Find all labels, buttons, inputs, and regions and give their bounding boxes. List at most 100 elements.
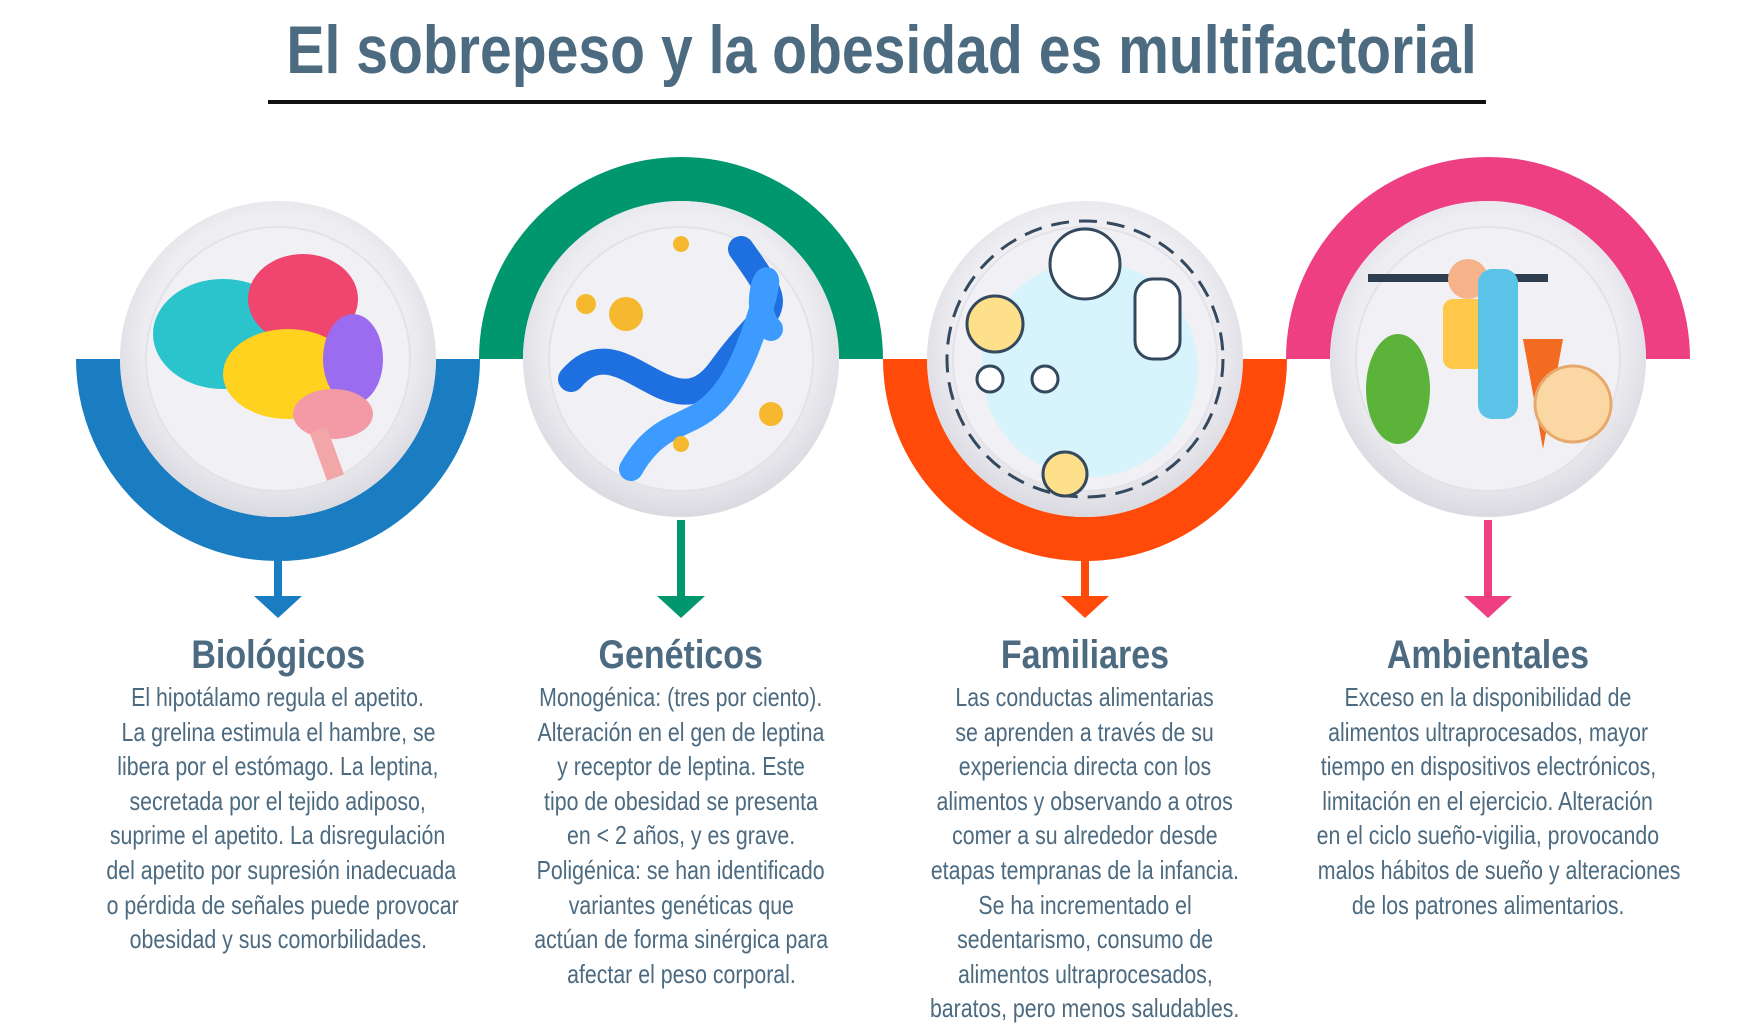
family-behavior-icon bbox=[945, 219, 1225, 499]
description-line: alimentos ultraprocesados, bbox=[875, 957, 1295, 992]
description-line-text: alimentos ultraprocesados, bbox=[957, 958, 1213, 989]
description-line-text: alimentos y observando a otros bbox=[936, 785, 1234, 816]
molecule-dot bbox=[673, 436, 689, 452]
description-line: Monogénica: (tres por ciento). bbox=[471, 680, 891, 715]
description-line-text: alimentos ultraprocesados, mayor bbox=[1328, 716, 1648, 747]
description-line: actúan de forma sinérgica para bbox=[471, 922, 891, 957]
description-line: Exceso en la disponibilidad de bbox=[1278, 680, 1698, 715]
semicircle-arc bbox=[76, 358, 480, 561]
dna-strand bbox=[619, 267, 783, 481]
description-line-text: del apetito por supresión inadecuada bbox=[106, 854, 457, 885]
factor-geneticos: Genéticos Monogénica: (tres por ciento). A… bbox=[471, 632, 891, 991]
semicircle-arc bbox=[883, 358, 1287, 561]
description-line: se aprenden a través de su bbox=[875, 715, 1295, 750]
description-line-text: El hipotálamo regula el apetito. bbox=[131, 682, 425, 712]
arrow-head-icon bbox=[254, 596, 302, 618]
description-line: variantes genéticas que bbox=[471, 888, 891, 923]
factor-heading-text: Familiares bbox=[1000, 633, 1170, 677]
description-line: o pérdida de señales puede provocar bbox=[68, 888, 488, 923]
description-line-text: La grelina estimula el hambre, se bbox=[120, 716, 436, 747]
factor-heading-text: Genéticos bbox=[598, 633, 764, 677]
description-line: en el ciclo sueño-vigilia, provocando bbox=[1278, 818, 1698, 853]
description-line-text: Exceso en la disponibilidad de bbox=[1344, 682, 1632, 712]
description-line-text: de los patrones alimentarios. bbox=[1351, 889, 1625, 920]
child-head bbox=[975, 364, 1005, 394]
factor-heading: Ambientales bbox=[1278, 632, 1698, 678]
factor-graphic-ambientales bbox=[1286, 157, 1690, 618]
description-line: alimentos ultraprocesados, mayor bbox=[1278, 715, 1698, 750]
description-line-text: o pérdida de señales puede provocar bbox=[106, 889, 459, 920]
title-underline bbox=[268, 100, 1486, 104]
cross-circle-icon bbox=[1041, 450, 1089, 498]
description-line-text: Las conductas alimentarias bbox=[955, 682, 1215, 712]
description-line: afectar el peso corporal. bbox=[471, 957, 891, 992]
dna-icon bbox=[558, 236, 783, 481]
avocado-icon bbox=[1366, 334, 1430, 444]
description-line-text: comer a su alrededor desde bbox=[952, 820, 1218, 851]
arrow-stem bbox=[274, 560, 282, 600]
brain-lobe bbox=[293, 389, 373, 439]
description-line: Se ha incrementado el bbox=[875, 888, 1295, 923]
description-line: sedentarismo, consumo de bbox=[875, 922, 1295, 957]
description-line-text: baratos, pero menos saludables. bbox=[930, 993, 1240, 1024]
factor-description: El hipotálamo regula el apetito. La greli… bbox=[68, 680, 488, 957]
description-line-text: afectar el peso corporal. bbox=[566, 958, 796, 989]
description-line-text: tipo de obesidad se presenta bbox=[544, 785, 818, 816]
arrow-head-icon bbox=[657, 596, 705, 618]
description-line-text: limitación en el ejercicio. Alteración bbox=[1322, 785, 1654, 816]
description-line-text: libera por el estómago. La leptina, bbox=[117, 751, 439, 782]
factor-heading: Familiares bbox=[875, 632, 1295, 678]
description-line-text: Monogénica: (tres por ciento). bbox=[539, 682, 823, 712]
arrow-stem bbox=[1484, 520, 1492, 600]
description-line: experiencia directa con los bbox=[875, 749, 1295, 784]
semicircle-arc bbox=[1286, 157, 1690, 360]
molecule-dot bbox=[576, 294, 596, 314]
description-line: tiempo en dispositivos electrónicos, bbox=[1278, 749, 1698, 784]
description-line-text: Se ha incrementado el bbox=[978, 889, 1192, 920]
bottle-icon bbox=[1478, 269, 1518, 419]
molecule-dot bbox=[759, 402, 783, 426]
description-line-text: obesidad y sus comorbilidades. bbox=[129, 924, 427, 955]
description-line: El hipotálamo regula el apetito. bbox=[68, 680, 488, 715]
exercise-food-icon bbox=[1366, 259, 1613, 449]
arrow-head-icon bbox=[1464, 596, 1512, 618]
description-line: del apetito por supresión inadecuada bbox=[68, 853, 488, 888]
description-line: La grelina estimula el hambre, se bbox=[68, 715, 488, 750]
description-line-text: sedentarismo, consumo de bbox=[957, 924, 1213, 955]
description-line-text: etapas tempranas de la infancia. bbox=[930, 854, 1240, 885]
dashed-ring bbox=[945, 219, 1225, 499]
description-line-text: malos hábitos de sueño y alteraciones bbox=[1317, 854, 1681, 885]
factor-graphic-familiares bbox=[883, 201, 1287, 618]
brain-stem bbox=[309, 427, 345, 481]
factor-heading-text: Ambientales bbox=[1386, 633, 1590, 677]
molecule-dot bbox=[609, 297, 643, 331]
factor-graphic-geneticos bbox=[479, 157, 883, 618]
brain-lobe bbox=[248, 254, 358, 344]
description-line-text: suprime el apetito. La disregulación bbox=[110, 820, 446, 851]
description-line-text: Alteración en el gen de leptina bbox=[537, 716, 825, 747]
arrow-stem bbox=[1081, 560, 1089, 600]
description-line-text: en < 2 años, y es grave. bbox=[566, 820, 796, 851]
onion-icon bbox=[1533, 364, 1613, 444]
factor-familiares: Familiares Las conductas alimentarias se a… bbox=[875, 632, 1295, 1026]
factor-heading: Genéticos bbox=[471, 632, 891, 678]
description-line-text: secretada por el tejido adiposo, bbox=[129, 785, 427, 816]
description-line-text: Poligénica: se han identificado bbox=[536, 854, 826, 885]
description-line: etapas tempranas de la infancia. bbox=[875, 853, 1295, 888]
page-title: El sobrepeso y la obesidad es multifacto… bbox=[286, 12, 1477, 88]
description-line: alimentos y observando a otros bbox=[875, 784, 1295, 819]
factor-description: Exceso en la disponibilidad de alimentos … bbox=[1278, 680, 1698, 922]
factor-description: Monogénica: (tres por ciento). Alteración… bbox=[471, 680, 891, 991]
stop-hand-icon bbox=[1133, 277, 1182, 361]
description-line: tipo de obesidad se presenta bbox=[471, 784, 891, 819]
factor-biologicos: Biológicos El hipotálamo regula el apetit… bbox=[68, 632, 488, 957]
description-line-text: variantes genéticas que bbox=[568, 889, 794, 920]
description-line: Poligénica: se han identificado bbox=[471, 853, 891, 888]
description-line: y receptor de leptina. Este bbox=[471, 749, 891, 784]
description-line-text: tiempo en dispositivos electrónicos, bbox=[1320, 751, 1656, 782]
description-line: Alteración en el gen de leptina bbox=[471, 715, 891, 750]
factor-graphic-biologicos bbox=[76, 201, 480, 618]
description-line-text: experiencia directa con los bbox=[958, 751, 1212, 782]
description-line: baratos, pero menos saludables. bbox=[875, 991, 1295, 1026]
factor-ambientales: Ambientales Exceso en la disponibilidad d… bbox=[1278, 632, 1698, 922]
